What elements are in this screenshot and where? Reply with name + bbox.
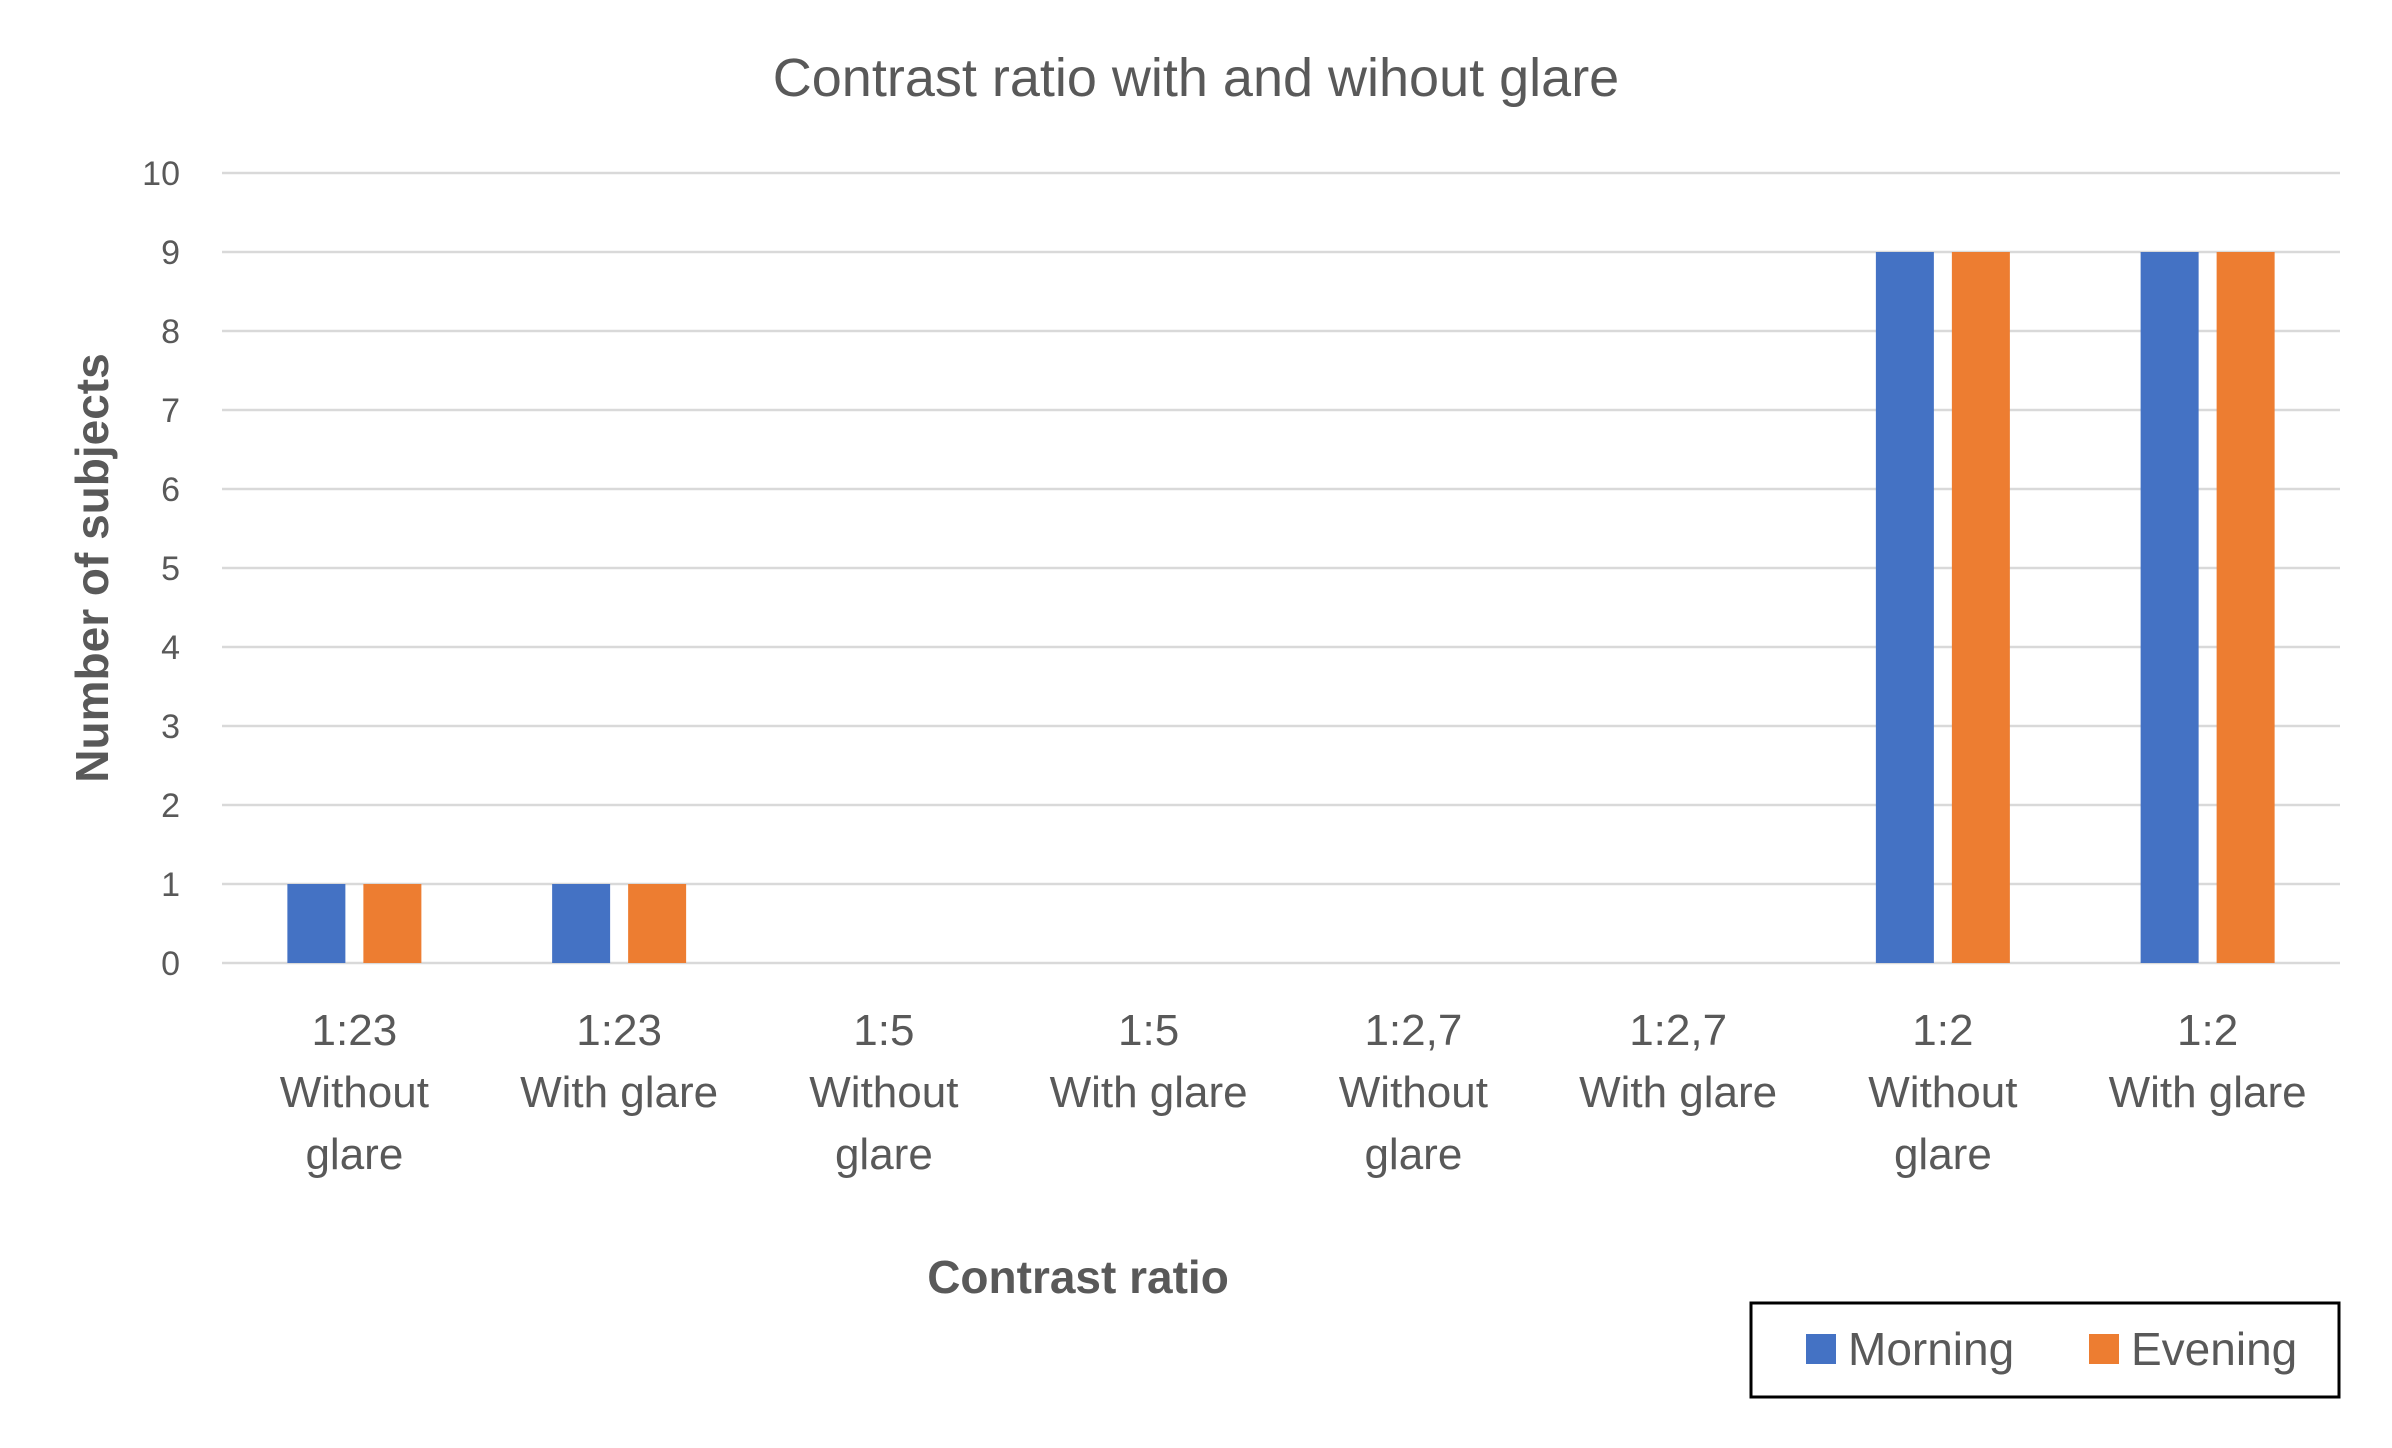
bar-morning [1875,252,1934,963]
x-category-label: With glare [2109,1068,2307,1117]
x-category-label: Without [1339,1068,1488,1117]
x-category-label: 1:5 [853,1006,914,1055]
bar-evening [1951,252,2010,963]
y-tick-label: 0 [161,945,180,983]
x-category-label: 1:2,7 [1364,1006,1462,1055]
y-tick-label: 9 [161,234,180,272]
x-category-label: 1:23 [312,1006,398,1055]
x-category-label: 1:2 [2177,1006,2238,1055]
x-category-label: With glare [1579,1068,1777,1117]
legend-label-evening: Evening [2131,1323,2297,1375]
y-axis-ticks: 0 1 2 3 4 5 6 7 8 9 10 [142,155,180,983]
x-category-label: Without [280,1068,429,1117]
y-tick-label: 10 [142,155,180,193]
x-category-label: Without [1868,1068,2017,1117]
legend: Morning Evening [1749,1301,2341,1399]
x-category-label: glare [1894,1130,1992,1179]
x-category-label: 1:23 [576,1006,662,1055]
bar-morning [552,884,611,963]
x-category-label: glare [835,1130,933,1179]
y-tick-label: 6 [161,471,180,509]
gridlines [222,171,2340,965]
x-category-label: glare [305,1130,403,1179]
y-tick-label: 1 [161,866,180,904]
x-axis-categories: 1:23 Without glare 1:23 With glare 1:5 Without… [280,1006,2307,1179]
legend-swatch-evening [2089,1334,2119,1364]
x-axis-title: Contrast ratio [927,1251,1229,1303]
bar-morning [287,884,346,963]
chart-title: Contrast ratio with and wihout glare [773,48,1619,108]
x-category-label: glare [1364,1130,1462,1179]
bar-evening [2216,252,2275,963]
legend-swatch-morning [1806,1334,1836,1364]
y-tick-label: 3 [161,708,180,746]
x-category-label: 1:5 [1118,1006,1179,1055]
y-tick-label: 4 [161,629,180,667]
x-category-label: Without [809,1068,958,1117]
y-tick-label: 5 [161,550,180,588]
y-tick-label: 2 [161,787,180,825]
bar-evening [363,884,422,963]
y-tick-label: 7 [161,392,180,430]
legend-label-morning: Morning [1848,1323,2014,1375]
x-category-label: 1:2 [1912,1006,1973,1055]
x-category-label: With glare [520,1068,718,1117]
x-category-label: With glare [1050,1068,1248,1117]
y-tick-label: 8 [161,313,180,351]
bar-evening [628,884,687,963]
x-category-label: 1:2,7 [1629,1006,1727,1055]
y-axis-title: Number of subjects [66,353,118,782]
bar-morning [2140,252,2199,963]
legend-box [1749,1301,2341,1399]
bars [287,252,2275,963]
